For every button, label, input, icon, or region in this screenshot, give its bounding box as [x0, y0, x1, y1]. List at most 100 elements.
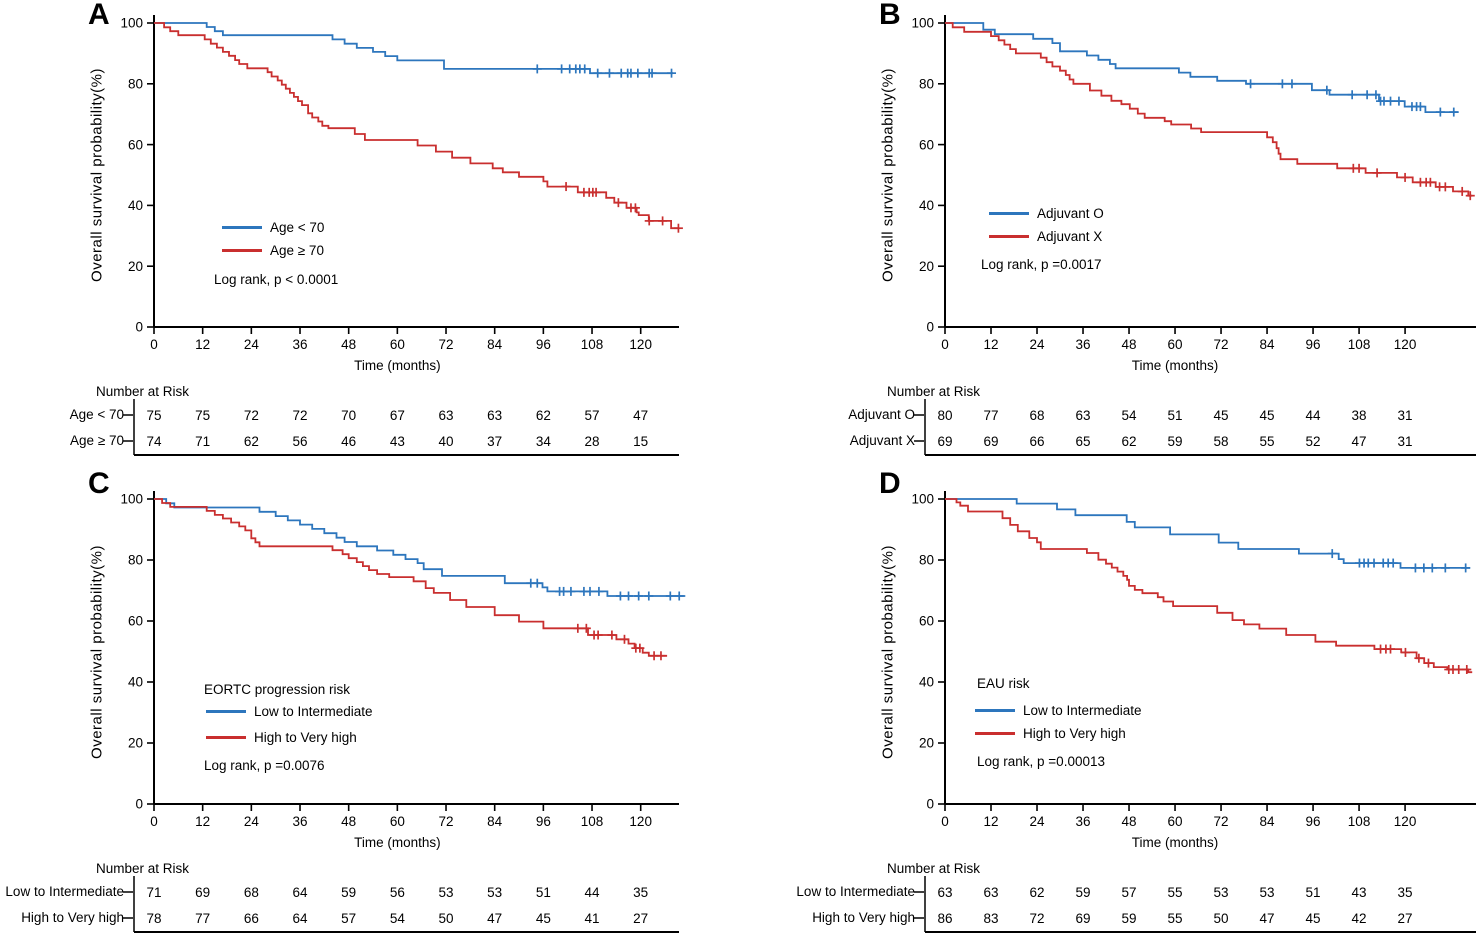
x-tick-label: 96	[1306, 814, 1321, 829]
x-tick-label: 0	[150, 337, 158, 352]
risk-count: 53	[1260, 885, 1275, 900]
legend-line-icon	[989, 211, 1029, 215]
panel-c: 0 20 40 60 80 100 0 12 24 36 48 60 72 84 96 108 120 71 69 6…	[0, 469, 738, 938]
risk-count: 37	[487, 434, 502, 449]
legend-line-icon	[222, 248, 262, 252]
risk-count: 15	[633, 434, 648, 449]
x-tick-label: 0	[941, 814, 949, 829]
y-tick-label: 80	[128, 553, 143, 568]
panel-letter-c: C	[88, 467, 110, 500]
risk-count: 69	[983, 434, 998, 449]
y-tick-label: 60	[919, 614, 934, 629]
legend-item: Low to Intermediate	[975, 701, 1142, 719]
risk-count: 50	[1214, 911, 1229, 926]
legend-title: EORTC progression risk	[204, 682, 351, 697]
y-tick-label: 20	[128, 736, 143, 751]
panel-b: 0 20 40 60 80 100 0 12 24 36 48 60 72 84 96 108 120 80 77 6…	[738, 0, 1476, 469]
x-tick-label: 12	[195, 814, 210, 829]
risk-count: 46	[341, 434, 356, 449]
risk-count: 38	[1352, 408, 1367, 423]
risk-count: 56	[292, 434, 307, 449]
x-tick-label: 96	[536, 814, 551, 829]
log-rank-annotation: Log rank, p < 0.0001	[214, 272, 339, 287]
legend-line-icon	[975, 708, 1015, 712]
risk-count: 63	[1076, 408, 1091, 423]
x-tick-label: 108	[1348, 337, 1371, 352]
y-tick-label: 60	[128, 137, 143, 152]
y-tick-label: 100	[911, 16, 934, 31]
risk-count: 72	[1029, 911, 1044, 926]
legend-label: Low to Intermediate	[254, 703, 373, 719]
risk-row-label: Low to Intermediate	[5, 884, 124, 899]
legend-label: High to Very high	[254, 729, 357, 745]
legend-title: EAU risk	[977, 676, 1030, 691]
risk-count: 53	[439, 885, 454, 900]
x-tick-label: 24	[244, 814, 260, 829]
log-rank-annotation: Log rank, p =0.0076	[204, 758, 325, 773]
km-curve	[945, 498, 1471, 569]
risk-count: 63	[937, 885, 952, 900]
risk-count: 47	[1260, 911, 1275, 926]
y-tick-label: 0	[135, 797, 143, 812]
legend-label: Age ≥ 70	[270, 242, 324, 258]
km-plot-d: 0 20 40 60 80 100 0 12 24 36 48 60 72 84 96 108 120 63 63 6…	[911, 491, 1476, 933]
y-axis-label: Overall survival probability(%)	[879, 544, 897, 759]
legend-line-icon	[206, 735, 246, 739]
risk-count: 59	[341, 885, 356, 900]
y-axis-label: Overall survival probability(%)	[88, 544, 106, 759]
risk-count: 75	[146, 408, 161, 423]
risk-count: 55	[1260, 434, 1275, 449]
x-axis-label: Time (months)	[354, 358, 441, 373]
risk-count: 41	[585, 911, 600, 926]
x-axis-label: Time (months)	[354, 835, 441, 850]
y-tick-label: 100	[120, 16, 143, 31]
y-tick-label: 0	[135, 320, 143, 335]
x-tick-label: 72	[439, 337, 454, 352]
risk-table-header: Number at Risk	[96, 384, 190, 399]
risk-table-header: Number at Risk	[887, 384, 981, 399]
risk-count: 62	[536, 408, 551, 423]
panel-letter-a: A	[88, 0, 110, 31]
risk-count: 44	[585, 885, 601, 900]
risk-count: 65	[1076, 434, 1091, 449]
risk-count: 71	[146, 885, 161, 900]
x-axis-label: Time (months)	[1131, 835, 1219, 850]
km-plot-b: 0 20 40 60 80 100 0 12 24 36 48 60 72 84 96 108 120 80 77 6…	[911, 15, 1476, 456]
km-curve	[945, 498, 1473, 674]
risk-row-label: Age < 70	[69, 407, 124, 422]
risk-count: 59	[1122, 911, 1137, 926]
km-curve	[154, 22, 680, 230]
y-tick-label: 60	[128, 614, 143, 629]
x-tick-label: 60	[1168, 337, 1183, 352]
x-tick-label: 48	[341, 337, 356, 352]
y-tick-label: 40	[128, 675, 143, 690]
y-tick-label: 100	[911, 492, 934, 507]
legend-item: Age ≥ 70	[222, 241, 324, 259]
x-tick-label: 60	[390, 814, 405, 829]
y-tick-label: 80	[919, 77, 934, 92]
y-tick-label: 100	[120, 492, 143, 507]
risk-table-header: Number at Risk	[96, 861, 190, 876]
x-tick-label: 84	[1260, 337, 1276, 352]
risk-count: 55	[1168, 885, 1183, 900]
x-tick-label: 48	[1122, 814, 1137, 829]
risk-count: 68	[1029, 408, 1044, 423]
y-tick-label: 80	[919, 553, 934, 568]
y-tick-label: 80	[128, 77, 143, 92]
risk-count: 62	[244, 434, 259, 449]
x-tick-label: 84	[487, 814, 503, 829]
risk-count: 35	[633, 885, 648, 900]
risk-row-label: Low to Intermediate	[796, 884, 915, 899]
risk-count: 42	[1352, 911, 1367, 926]
risk-count: 27	[633, 911, 648, 926]
x-tick-label: 72	[1214, 814, 1229, 829]
km-curve	[945, 22, 1473, 197]
risk-count: 52	[1306, 434, 1321, 449]
risk-count: 31	[1398, 408, 1413, 423]
risk-count: 68	[244, 885, 259, 900]
legend-item: Age < 70	[222, 218, 324, 236]
risk-count: 31	[1398, 434, 1413, 449]
risk-count: 62	[1122, 434, 1137, 449]
risk-count: 55	[1168, 911, 1183, 926]
risk-row-label: Adjuvant X	[849, 433, 915, 448]
